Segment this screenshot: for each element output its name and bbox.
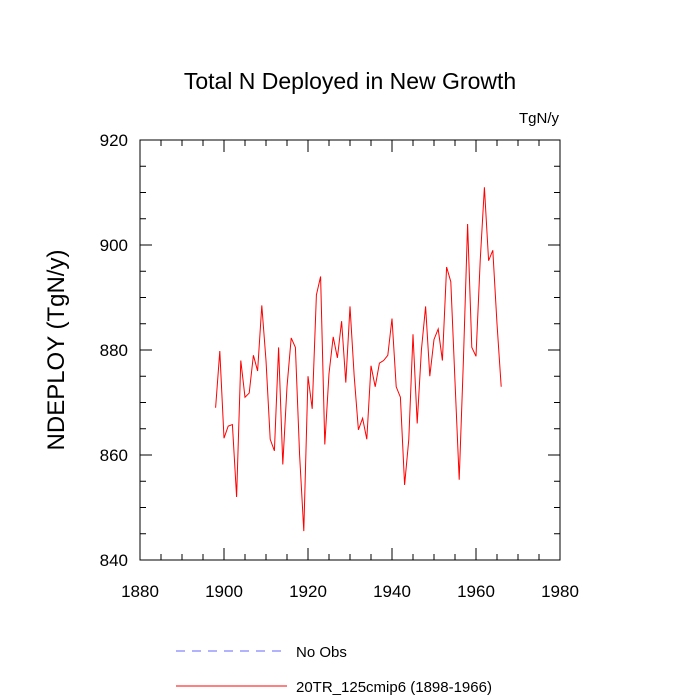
plot-frame xyxy=(139,139,561,561)
legend-label-0: No Obs xyxy=(296,644,347,661)
series-layer xyxy=(215,187,502,532)
legend-label-1: 20TR_125cmip6 (1898-1966) xyxy=(296,679,492,696)
x-tick-label: 1880 xyxy=(121,582,159,601)
tick-labels: 1880 1900 1920 1940 1960 1980 840 860 880 900 920 xyxy=(100,131,579,601)
y-tick-label: 900 xyxy=(100,236,128,255)
y-tick-label: 840 xyxy=(100,551,128,570)
y-tick-label: 880 xyxy=(100,341,128,360)
y-axis-label: NDEPLOY (TgN/y) xyxy=(43,250,70,451)
legend: No Obs 20TR_125cmip6 (1898-1966) xyxy=(176,644,492,696)
chart-title: Total N Deployed in New Growth xyxy=(184,68,516,94)
series-line-1 xyxy=(215,187,502,532)
x-tick-label: 1940 xyxy=(373,582,411,601)
x-tick-label: 1980 xyxy=(541,582,579,601)
y-tick-label: 920 xyxy=(100,131,128,150)
x-tick-label: 1920 xyxy=(289,582,327,601)
y-tick-label: 860 xyxy=(100,446,128,465)
x-tick-label: 1900 xyxy=(205,582,243,601)
x-tick-label: 1960 xyxy=(457,582,495,601)
units-label: TgN/y xyxy=(519,110,560,127)
axis-ticks xyxy=(139,139,561,561)
